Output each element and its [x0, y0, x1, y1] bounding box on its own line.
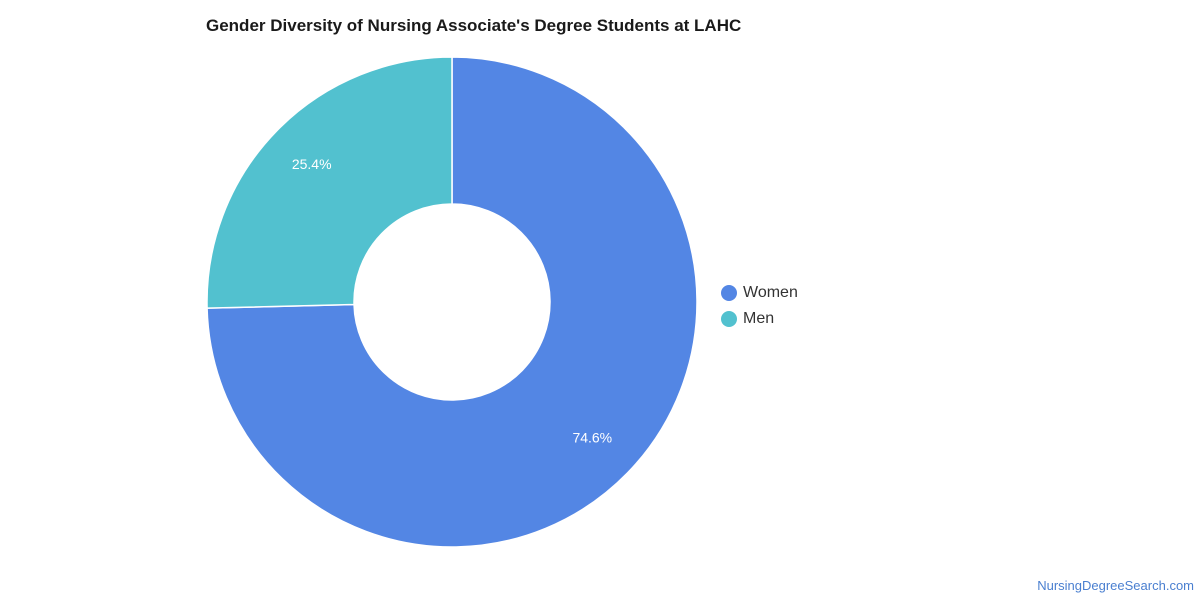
chart-title: Gender Diversity of Nursing Associate's …	[206, 16, 742, 35]
legend-item-men[interactable]: Men	[721, 306, 798, 332]
legend-label-men: Men	[743, 310, 775, 327]
legend-label-women: Women	[743, 284, 798, 301]
donut-slices	[206, 56, 698, 548]
donut-slice-women[interactable]	[206, 56, 698, 548]
legend-swatch-men	[721, 311, 737, 327]
legend-item-women[interactable]: Women	[721, 280, 798, 306]
legend-swatch-women	[721, 285, 737, 301]
source-watermark-link[interactable]: NursingDegreeSearch.com	[1037, 578, 1194, 593]
donut-slice-men[interactable]	[206, 56, 453, 309]
legend: Women Men	[721, 280, 798, 332]
slice-label-women: 74.6%	[572, 430, 612, 446]
donut-slice-labels: 74.6% 25.4%	[292, 156, 612, 446]
slice-label-men: 25.4%	[292, 156, 332, 172]
